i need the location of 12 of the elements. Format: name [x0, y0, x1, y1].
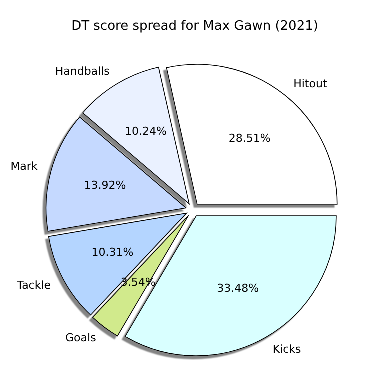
slice-label: Tackle	[16, 279, 52, 292]
chart-title: DT score spread for Max Gawn (2021)	[72, 19, 318, 34]
data-label: 10.31%	[92, 246, 134, 259]
slice-label: Kicks	[272, 342, 302, 356]
slice-label: Goals	[66, 332, 97, 345]
data-label: 28.51%	[228, 132, 271, 145]
data-label: 33.48%	[217, 282, 260, 296]
data-label: 13.92%	[84, 178, 126, 192]
data-label: 10.24%	[125, 125, 168, 138]
slice-label: Handballs	[55, 65, 110, 78]
slice-label: Hitout	[294, 77, 328, 90]
slice-label: Mark	[10, 160, 38, 174]
